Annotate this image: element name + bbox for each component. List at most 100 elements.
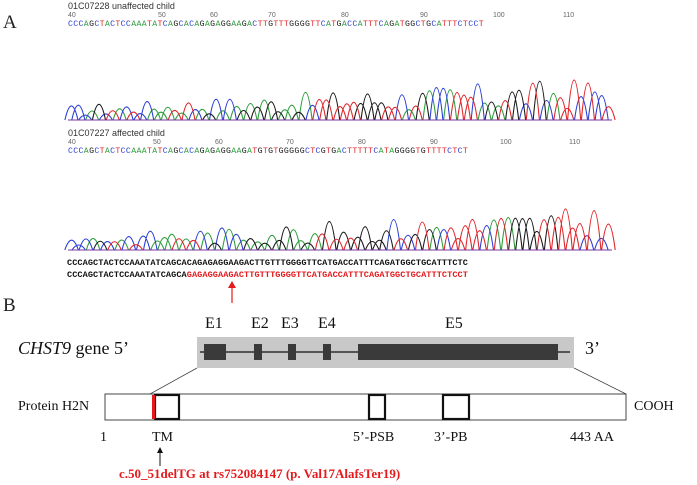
exon-e5 xyxy=(358,344,558,360)
ruler-tick: 110 xyxy=(569,139,581,146)
base-call: C xyxy=(162,147,169,156)
base-call: T xyxy=(262,147,269,156)
base-call: C xyxy=(125,20,132,29)
base-call: T xyxy=(146,147,153,156)
base-call: G xyxy=(410,147,416,156)
base-call: A xyxy=(183,20,190,29)
ruler-tick: 90 xyxy=(430,139,438,146)
base-call: T xyxy=(447,20,453,29)
ruler-tick: 60 xyxy=(210,12,218,19)
ruler-tick: 80 xyxy=(358,139,366,146)
base-call: C xyxy=(120,20,126,29)
base-call: G xyxy=(89,20,95,29)
exon-e1 xyxy=(204,344,226,360)
protein-n-terminus: Protein H2N xyxy=(18,399,90,414)
base-call: T xyxy=(462,20,469,29)
base-call: G xyxy=(389,20,395,29)
base-call: G xyxy=(173,147,179,156)
mutation-site-marker xyxy=(152,395,156,419)
ruler-tick: 90 xyxy=(420,12,428,19)
base-call: A xyxy=(152,147,158,156)
base-call: A xyxy=(194,147,200,156)
base-call: C xyxy=(78,20,84,29)
base-call: G xyxy=(225,147,232,156)
base-call: C xyxy=(68,20,74,29)
base-call: T xyxy=(368,147,374,156)
base-call: T xyxy=(399,20,405,29)
trace-C xyxy=(64,83,609,121)
base-call: T xyxy=(331,20,337,29)
base-call: T xyxy=(347,147,353,156)
base-call: G xyxy=(199,147,205,156)
base-call: C xyxy=(178,147,184,156)
base-call: T xyxy=(357,147,363,156)
trace-G xyxy=(92,215,559,251)
exon-e3 xyxy=(288,344,296,360)
base-call: T xyxy=(426,147,432,156)
base-call: A xyxy=(83,147,90,156)
base-call: C xyxy=(320,20,327,29)
base-call: G xyxy=(283,147,290,156)
exon-label: E2 xyxy=(251,315,269,332)
base-call: T xyxy=(273,147,279,156)
exon-label: E3 xyxy=(281,315,299,332)
base-call: A xyxy=(394,20,400,29)
base-call: A xyxy=(247,147,253,156)
panel-a-label: A xyxy=(3,12,17,33)
base-call: A xyxy=(341,20,348,29)
exon-label: E4 xyxy=(318,315,336,332)
ruler-tick: 100 xyxy=(493,12,505,19)
base-call: T xyxy=(420,20,427,29)
gene-label: CHST9 gene 5’ xyxy=(18,338,129,359)
base-call: T xyxy=(441,20,448,29)
base-call: T xyxy=(436,147,442,156)
trace-T xyxy=(105,79,616,121)
base-call: G xyxy=(257,147,263,156)
base-call: G xyxy=(241,147,248,156)
ruler-tick: 50 xyxy=(153,139,161,146)
base-call: G xyxy=(210,20,216,29)
base-call: G xyxy=(420,147,427,156)
base-call: T xyxy=(478,20,484,29)
ruler-tick: 60 xyxy=(215,139,223,146)
base-call: A xyxy=(141,20,147,29)
base-call: A xyxy=(131,147,137,156)
pb-label: 3’-PB xyxy=(434,430,468,445)
base-call: G xyxy=(173,20,179,29)
panel-b-label: B xyxy=(3,295,16,316)
base-call: T xyxy=(146,20,153,29)
base-call: T xyxy=(362,20,369,29)
base-call: C xyxy=(431,20,437,29)
base-call: C xyxy=(162,20,169,29)
top-trace-title: 01C07228 unaffected child xyxy=(68,1,175,11)
top-trace-bases: CCCAGCTACTCCAAATATCAGCACAGAGAGGAAGACTTGT… xyxy=(68,20,484,29)
ruler-tick: 70 xyxy=(268,12,276,19)
base-call: C xyxy=(457,20,463,29)
base-call: A xyxy=(336,147,342,156)
base-call: T xyxy=(115,20,121,29)
ruler-tick: 100 xyxy=(500,139,512,146)
base-call: T xyxy=(252,147,258,156)
trace-A xyxy=(85,217,516,251)
base-call: T xyxy=(431,147,437,156)
base-call: C xyxy=(315,147,321,156)
base-call: A xyxy=(136,20,142,29)
base-call: A xyxy=(104,20,111,29)
mutant-sequence: CCCAGCTACTCCAAATATCAGCAGAGAGGAAGACTTGTTT… xyxy=(67,270,468,280)
base-call: C xyxy=(73,20,79,29)
base-call: T xyxy=(452,20,458,29)
base-call: T xyxy=(441,147,448,156)
base-call: C xyxy=(189,147,195,156)
reference-sequence: CCCAGCTACTCCAAATATCAGCACAGAGAGGAAGACTTGT… xyxy=(67,258,468,268)
base-call: T xyxy=(368,20,374,29)
base-call: T xyxy=(278,20,284,29)
base-call: A xyxy=(231,20,237,29)
base-call: G xyxy=(299,147,305,156)
trace-G xyxy=(91,81,547,121)
base-call: G xyxy=(210,147,216,156)
base-call: C xyxy=(73,147,79,156)
base-call: C xyxy=(110,20,116,29)
base-call: A xyxy=(83,20,90,29)
exon-label: E5 xyxy=(445,315,463,332)
